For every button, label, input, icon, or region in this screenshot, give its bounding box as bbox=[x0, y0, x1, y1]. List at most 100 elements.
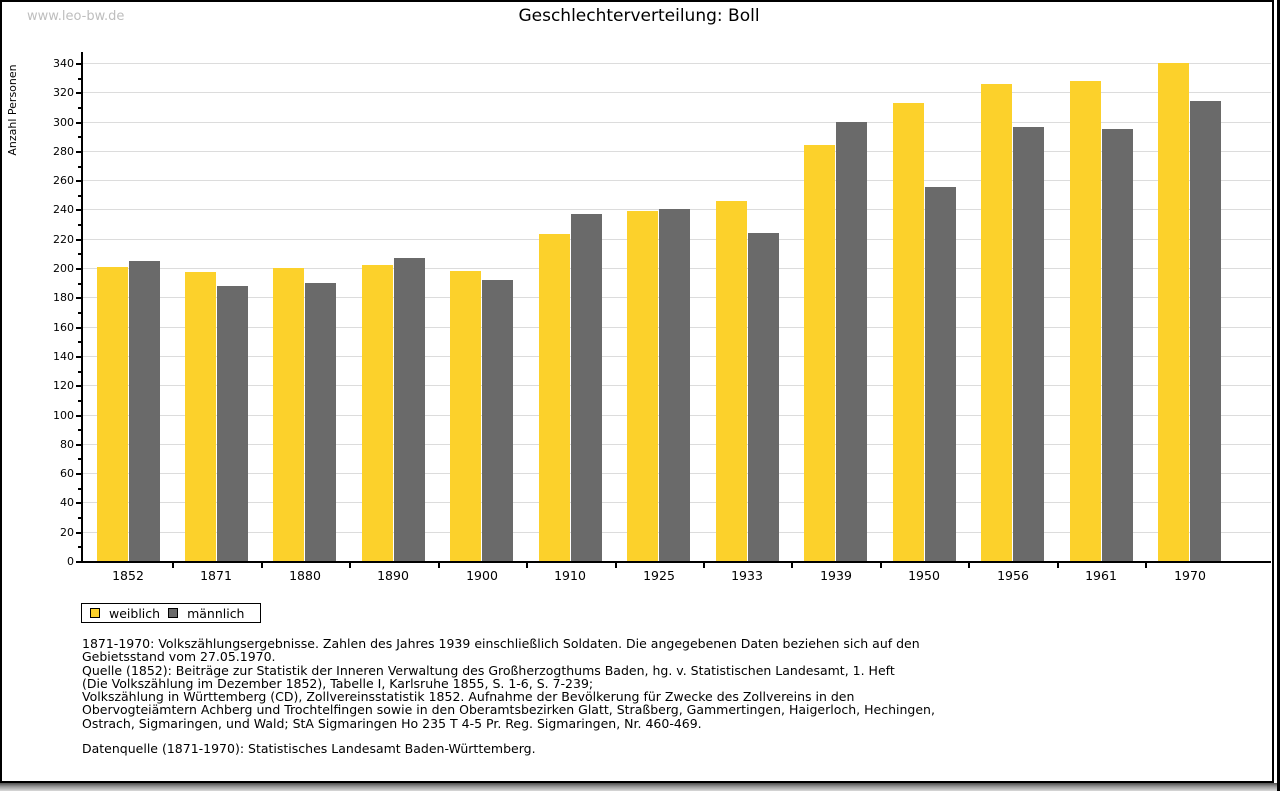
legend-label: männlich bbox=[187, 605, 245, 621]
bar-weiblich-1880 bbox=[273, 268, 304, 561]
x-tick bbox=[615, 563, 617, 568]
x-tick bbox=[172, 563, 174, 568]
bar-männlich-1925 bbox=[659, 209, 690, 561]
y-axis-tick-label: 160 bbox=[53, 321, 74, 334]
x-tick bbox=[1057, 563, 1059, 568]
gridline bbox=[83, 151, 1271, 152]
y-axis-tick-label: 20 bbox=[60, 526, 74, 539]
x-tick bbox=[791, 563, 793, 568]
bar-männlich-1961 bbox=[1102, 129, 1133, 561]
y-tick-major bbox=[76, 63, 82, 65]
y-axis-tick-label: 80 bbox=[60, 438, 74, 451]
bar-männlich-1956 bbox=[1013, 127, 1044, 561]
bar-weiblich-1961 bbox=[1070, 81, 1101, 561]
y-tick-major bbox=[76, 239, 82, 241]
y-tick-minor bbox=[78, 78, 82, 80]
y-tick-major bbox=[76, 209, 82, 211]
y-tick-minor bbox=[78, 253, 82, 255]
x-tick bbox=[438, 563, 440, 568]
x-axis-line bbox=[81, 561, 1271, 563]
y-tick-major bbox=[76, 415, 82, 417]
y-tick-minor bbox=[78, 312, 82, 314]
y-tick-major bbox=[76, 327, 82, 329]
y-tick-minor bbox=[78, 400, 82, 402]
y-axis-tick-label: 0 bbox=[67, 555, 74, 568]
source-note-line: Volkszählung in Württemberg (CD), Zollve… bbox=[82, 689, 855, 705]
bar-weiblich-1900 bbox=[450, 271, 481, 561]
bar-männlich-1910 bbox=[571, 214, 602, 561]
y-axis-line bbox=[81, 52, 83, 563]
y-axis-title: Anzahl Personen bbox=[6, 64, 19, 156]
x-axis-category-label: 1852 bbox=[112, 568, 144, 583]
gridline bbox=[83, 63, 1271, 64]
source-note-line: Gebietsstand vom 27.05.1970. bbox=[82, 649, 276, 665]
bar-weiblich-1933 bbox=[716, 201, 747, 561]
x-axis-category-label: 1925 bbox=[643, 568, 675, 583]
x-tick bbox=[349, 563, 351, 568]
y-tick-major bbox=[76, 561, 82, 563]
y-tick-minor bbox=[78, 371, 82, 373]
source-note-line: Ostrach, Sigmaringen, und Wald; StA Sigm… bbox=[82, 715, 702, 731]
y-tick-minor bbox=[78, 136, 82, 138]
y-axis-tick-label: 100 bbox=[53, 409, 74, 422]
x-axis-category-label: 1880 bbox=[289, 568, 321, 583]
y-tick-minor bbox=[78, 166, 82, 168]
source-note-line: (Die Volkszählung im Dezember 1852), Tab… bbox=[82, 675, 594, 691]
legend: weiblich männlich bbox=[81, 603, 261, 623]
legend-item-männlich: männlich bbox=[168, 606, 244, 621]
bar-männlich-1939 bbox=[836, 122, 867, 561]
x-axis-category-label: 1939 bbox=[820, 568, 852, 583]
x-tick bbox=[1145, 563, 1147, 568]
source-note-line: 1871-1970: Volkszählungsergebnisse. Zahl… bbox=[82, 636, 920, 651]
y-tick-minor bbox=[78, 546, 82, 548]
bar-männlich-1890 bbox=[394, 258, 425, 561]
y-tick-minor bbox=[78, 517, 82, 519]
bar-weiblich-1925 bbox=[627, 211, 658, 561]
y-axis-tick-label: 300 bbox=[53, 116, 74, 129]
y-tick-minor bbox=[78, 341, 82, 343]
y-axis-tick-label: 340 bbox=[53, 57, 74, 70]
y-tick-minor bbox=[78, 429, 82, 431]
y-tick-major bbox=[76, 385, 82, 387]
bar-männlich-1933 bbox=[748, 233, 779, 561]
y-tick-major bbox=[76, 180, 82, 182]
bar-männlich-1852 bbox=[129, 261, 160, 561]
y-tick-major bbox=[76, 297, 82, 299]
y-tick-major bbox=[76, 502, 82, 504]
watermark-url: www.leo-bw.de bbox=[27, 9, 125, 24]
legend-swatch-weiblich bbox=[90, 608, 100, 618]
bar-weiblich-1970 bbox=[1158, 63, 1189, 561]
x-axis-category-label: 1910 bbox=[554, 568, 586, 583]
y-tick-minor bbox=[78, 283, 82, 285]
y-axis-tick-label: 180 bbox=[53, 291, 74, 304]
y-tick-major bbox=[76, 92, 82, 94]
gridline bbox=[83, 92, 1271, 93]
y-tick-minor bbox=[78, 224, 82, 226]
y-tick-major bbox=[76, 268, 82, 270]
x-axis-category-label: 1961 bbox=[1085, 568, 1117, 583]
x-axis-category-label: 1871 bbox=[200, 568, 232, 583]
bar-männlich-1900 bbox=[482, 280, 513, 561]
bar-weiblich-1950 bbox=[893, 103, 924, 561]
bar-weiblich-1939 bbox=[804, 145, 835, 561]
bar-männlich-1880 bbox=[305, 283, 336, 561]
gridline bbox=[83, 122, 1271, 123]
y-axis-tick-label: 140 bbox=[53, 350, 74, 363]
legend-item-weiblich: weiblich bbox=[90, 606, 160, 621]
x-tick bbox=[968, 563, 970, 568]
bar-männlich-1871 bbox=[217, 286, 248, 561]
y-tick-major bbox=[76, 473, 82, 475]
y-axis-tick-label: 220 bbox=[53, 233, 74, 246]
x-tick bbox=[526, 563, 528, 568]
legend-label: weiblich bbox=[109, 605, 161, 621]
bar-männlich-1950 bbox=[925, 187, 956, 561]
legend-swatch-männlich bbox=[168, 608, 179, 618]
y-axis-tick-label: 320 bbox=[53, 86, 74, 99]
x-tick bbox=[261, 563, 263, 568]
x-tick bbox=[880, 563, 882, 568]
y-tick-major bbox=[76, 532, 82, 534]
x-tick bbox=[703, 563, 705, 568]
y-axis-tick-label: 40 bbox=[60, 496, 74, 509]
frame-drop-shadow bbox=[0, 783, 1280, 791]
